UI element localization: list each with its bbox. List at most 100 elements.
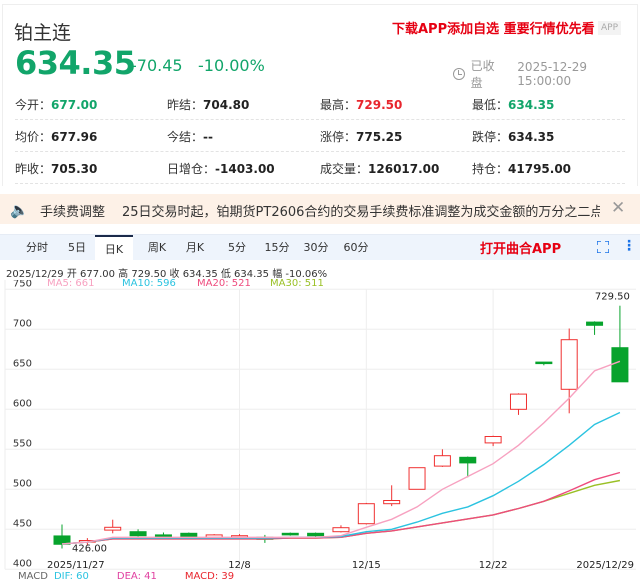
low-price-label: 426.00 (72, 544, 107, 555)
macd-legend-item: MACD: 39 (184, 571, 235, 582)
candle-body (357, 503, 375, 525)
app-badge[interactable]: APP (598, 21, 622, 35)
stat-value: -1403.00 (215, 162, 275, 176)
candle (383, 485, 401, 507)
candle-body (611, 347, 629, 383)
price-change: -70.45 (131, 56, 183, 75)
stat-item: 今开：677.00 (15, 96, 97, 113)
y-tick-label: 400 (13, 558, 32, 569)
stat-label: 日增仓： (167, 162, 216, 176)
tab-period[interactable]: 60分 (343, 241, 369, 254)
candle-body (53, 535, 71, 545)
y-tick-label: 700 (13, 318, 32, 329)
candle (560, 328, 578, 414)
macd-legend: MACD DIF: 60 DEA: 41 MACD: 39 (18, 571, 262, 583)
stat-item: 昨收：705.30 (15, 160, 97, 177)
x-tick-label: 12/22 (479, 560, 508, 571)
ma-legend-item: MA30: 511 (270, 278, 324, 289)
stat-value: 634.35 (508, 98, 555, 112)
candle-body (307, 532, 325, 537)
candle-body (484, 436, 502, 444)
candle (408, 467, 426, 490)
status-datetime: 2025-12-29 15:00:00 (517, 60, 588, 88)
stat-value: 677.00 (51, 98, 98, 112)
candle (484, 435, 502, 447)
stat-item: 跌停：634.35 (472, 128, 554, 145)
candle (129, 529, 147, 537)
more-icon[interactable]: ⋮ (622, 238, 636, 254)
candle-body (383, 500, 401, 505)
notice-bar: 🔈 手续费调整 25日交易时起，铂期货PT2606合约的交易手续费标准调整为成交… (0, 194, 640, 224)
x-tick-label: 12/15 (352, 560, 381, 571)
candle-body (408, 467, 426, 490)
stat-value: 705.30 (51, 162, 98, 176)
ma5-line (61, 360, 621, 545)
candle-body (535, 361, 553, 365)
tab-period[interactable]: 15分 (264, 241, 290, 254)
notice-message[interactable]: 25日交易时起，铂期货PT2606合约的交易手续费标准调整为成交金额的万分之二点 (122, 205, 600, 220)
stat-item: 昨结：704.80 (167, 96, 249, 113)
candle-body (332, 527, 350, 533)
macd-legend-item: DIF: 60 (53, 571, 89, 582)
candle (281, 532, 299, 536)
stat-item: 持仓：41795.00 (472, 160, 571, 177)
candle (53, 524, 71, 549)
candle-info-line: 2025/12/29 开 677.00 高 729.50 收 634.35 低 … (6, 269, 328, 280)
close-icon[interactable]: ✕ (611, 198, 626, 218)
candle (535, 361, 553, 366)
y-tick-label: 550 (13, 438, 32, 449)
stat-label: 跌停： (472, 130, 509, 144)
tab-period[interactable]: 分时 (26, 241, 48, 254)
ma-legend-item: MA20: 521 (197, 278, 251, 289)
tab-period[interactable]: 5日 (68, 241, 86, 254)
ma20-line (61, 471, 621, 545)
stat-value: 775.25 (356, 130, 403, 144)
stat-label: 均价： (15, 130, 52, 144)
tab-period[interactable]: 周K (147, 241, 167, 254)
speaker-icon: 🔈 (10, 201, 29, 219)
stat-value: 126017.00 (368, 162, 440, 176)
ma-legend-item: MA10: 596 (122, 278, 176, 289)
kline-chart[interactable]: 750 700 650 600 550 500 450 400 2025/11/27 12/8 12… (0, 280, 640, 580)
y-tick-label: 500 (13, 478, 32, 489)
stat-value: 634.35 (508, 130, 555, 144)
stat-item: 最低：634.35 (472, 96, 554, 113)
candle (357, 502, 375, 525)
stat-item: 涨停：775.25 (320, 128, 402, 145)
notice-label: 手续费调整 (40, 205, 106, 220)
candle (332, 525, 350, 533)
quote-card (2, 4, 638, 186)
stat-value: 704.80 (203, 98, 250, 112)
stat-item: 最高：729.50 (320, 96, 402, 113)
download-app-promo[interactable]: 下载APP添加自选 重要行情优先看 (392, 22, 595, 37)
stat-value: 729.50 (356, 98, 403, 112)
stats-row: 昨收：705.30 日增仓：-1403.00 成交量：126017.00 持仓：417… (15, 152, 625, 184)
open-app-link[interactable]: 打开曲合APP (480, 242, 562, 257)
tab-period[interactable]: 5分 (228, 241, 246, 254)
candle (611, 305, 629, 383)
candle-body (180, 532, 198, 538)
x-tick-label: 2025/12/29 (576, 560, 634, 571)
candle (104, 519, 122, 534)
stat-value: 677.96 (51, 130, 98, 144)
ma10-line (61, 411, 621, 545)
macd-legend-item: MACD (18, 571, 48, 582)
y-tick-label: 600 (13, 398, 32, 409)
stats-row: 今开：677.00 昨结：704.80 最高：729.50 最低：634.35 (15, 88, 625, 120)
clock-icon (453, 68, 465, 80)
candle (459, 456, 477, 478)
candle-body (560, 339, 578, 390)
fullscreen-icon[interactable] (597, 241, 609, 253)
stat-item: 均价：677.96 (15, 128, 97, 145)
tab-period[interactable]: 日K (95, 235, 133, 261)
stat-label: 昨结： (167, 98, 204, 112)
tab-period[interactable]: 30分 (303, 241, 329, 254)
tab-period[interactable]: 月K (185, 241, 205, 254)
y-tick-label: 450 (13, 518, 32, 529)
candle-body (509, 393, 527, 410)
stat-label: 持仓： (472, 162, 509, 176)
instrument-title: 铂主连 (14, 22, 72, 44)
candle (433, 449, 451, 467)
last-price: 634.35 (15, 44, 136, 82)
stat-item: 成交量：126017.00 (320, 160, 439, 177)
